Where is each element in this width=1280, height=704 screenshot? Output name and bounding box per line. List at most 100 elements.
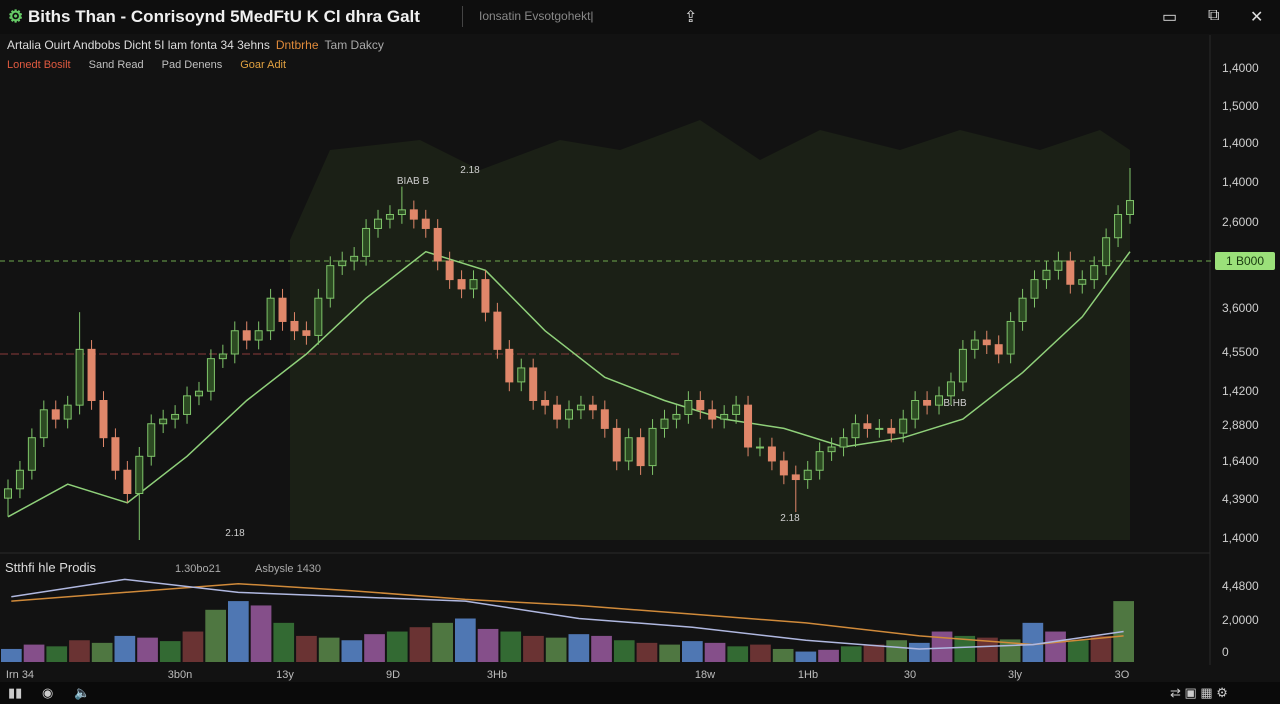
popout-button[interactable]: ⧉ [1208, 7, 1220, 24]
candle-body [565, 409, 573, 420]
time-label: 30 [904, 669, 916, 681]
candle-body [791, 474, 800, 481]
price-label: 4,3900 [1222, 492, 1259, 506]
candle-body [206, 358, 215, 392]
panel-legend: Asbysle 1430 [255, 563, 321, 575]
candle-body [39, 409, 48, 439]
panel-title: Stthfi hle Prodis [5, 560, 97, 575]
volume-bar [523, 635, 544, 662]
candle-body [445, 260, 454, 281]
candle-body [254, 330, 263, 341]
candle-body [290, 320, 299, 332]
candle-body [326, 265, 335, 299]
candle-body [266, 297, 275, 332]
search-box[interactable]: Ionsatin Evsotgohekt| [462, 6, 689, 27]
candle-body [839, 437, 848, 448]
price-marker-box [1215, 252, 1275, 270]
footer: ▮▮ ◉ 🔈 ⇄ ▣ ▦ ⚙ [0, 682, 1280, 704]
candle-body [433, 227, 442, 262]
volume-bar [182, 631, 204, 662]
candle-body [171, 413, 180, 420]
candle-body [875, 427, 884, 430]
volume-bar [591, 635, 612, 662]
volume-bar [114, 635, 136, 662]
price-label: 1,5000 [1222, 99, 1259, 113]
volume-bar [568, 634, 590, 662]
candle-body [779, 460, 788, 476]
volume-bar [250, 605, 272, 662]
candle-body [935, 395, 944, 406]
candle-body [684, 400, 693, 415]
candle-body [230, 330, 239, 355]
candle-body [767, 446, 776, 462]
volume-bar [772, 648, 794, 662]
close-button[interactable]: ✕ [1250, 9, 1264, 26]
candle-body [755, 446, 764, 449]
volume-bar [364, 634, 385, 662]
share-button[interactable]: ⇪ [684, 9, 698, 26]
time-label: 13y [276, 669, 294, 681]
panel-legend: 1.30bo21 [175, 563, 221, 575]
price-label: 1,4000 [1222, 175, 1259, 189]
screen-button[interactable]: ▭ [1162, 9, 1178, 26]
volume-bar [46, 646, 68, 662]
time-label: Irn 34 [6, 669, 34, 681]
time-label: 18w [695, 669, 715, 681]
candle-body [744, 404, 753, 448]
candle-body [1102, 237, 1111, 267]
candle-body [851, 423, 860, 439]
price-label: 1,4000 [1222, 136, 1259, 150]
volume-bar [296, 635, 317, 662]
annotation: 2.18 [460, 165, 480, 176]
price-label: 4,5500 [1222, 345, 1259, 359]
candle-body [159, 418, 168, 425]
price-label: 1,6400 [1222, 454, 1259, 468]
volume-bar [69, 640, 90, 662]
tool[interactable]: Sand Read [88, 59, 144, 71]
time-label: 3ly [1008, 669, 1023, 681]
candle-body [1090, 265, 1099, 281]
volume-bar [818, 649, 839, 662]
candle-body [517, 367, 526, 383]
volume-bar [1090, 635, 1112, 662]
volume-bar [727, 646, 749, 662]
window-title: ⚙ Biths Than - Conrisoynd 5MedFtU K Cl d… [8, 7, 420, 27]
volume-bar [704, 642, 726, 662]
volume-bar [886, 640, 907, 662]
volume-bar [909, 642, 930, 662]
time-label: 3O [1115, 669, 1130, 681]
candle-body [803, 469, 812, 481]
candle-body [827, 446, 836, 453]
sound-button[interactable]: 🔈 [74, 685, 91, 700]
price-label: 1,4000 [1222, 61, 1259, 75]
candle-body [529, 367, 538, 402]
candle-body [338, 260, 347, 267]
volume-bar [318, 637, 340, 662]
candle-body [51, 409, 60, 420]
footer-icons[interactable]: ⇄ ▣ ▦ ⚙ [1170, 685, 1228, 700]
volume-bar [840, 646, 862, 662]
candle-body [350, 255, 359, 262]
price-label: 3,6000 [1222, 301, 1259, 315]
pause-button[interactable]: ▮▮ [8, 685, 23, 700]
volume-axis-label: 0 [1222, 645, 1229, 659]
price-label: 1,4000 [1222, 531, 1259, 545]
volume-bar [659, 644, 680, 662]
record-button[interactable]: ◉ [42, 685, 54, 700]
candle-body [696, 400, 705, 411]
candle-body [1030, 279, 1039, 299]
tool[interactable]: Pad Denens [161, 59, 223, 71]
annotation: B.HB [943, 398, 967, 409]
volume-bar [636, 642, 658, 662]
candle-body [815, 451, 824, 471]
volume-bar [205, 609, 226, 662]
time-label: 3Hb [487, 669, 507, 681]
tool[interactable]: Lonedt Bosilt [7, 59, 71, 71]
candle-body [123, 469, 132, 494]
candle-body [1042, 269, 1051, 281]
volume-axis-label: 4,4800 [1222, 579, 1259, 593]
candle-body [1018, 297, 1027, 322]
tool[interactable]: Goar Adit [240, 59, 287, 71]
volume-bar [682, 641, 703, 662]
volume-bar [409, 627, 431, 662]
